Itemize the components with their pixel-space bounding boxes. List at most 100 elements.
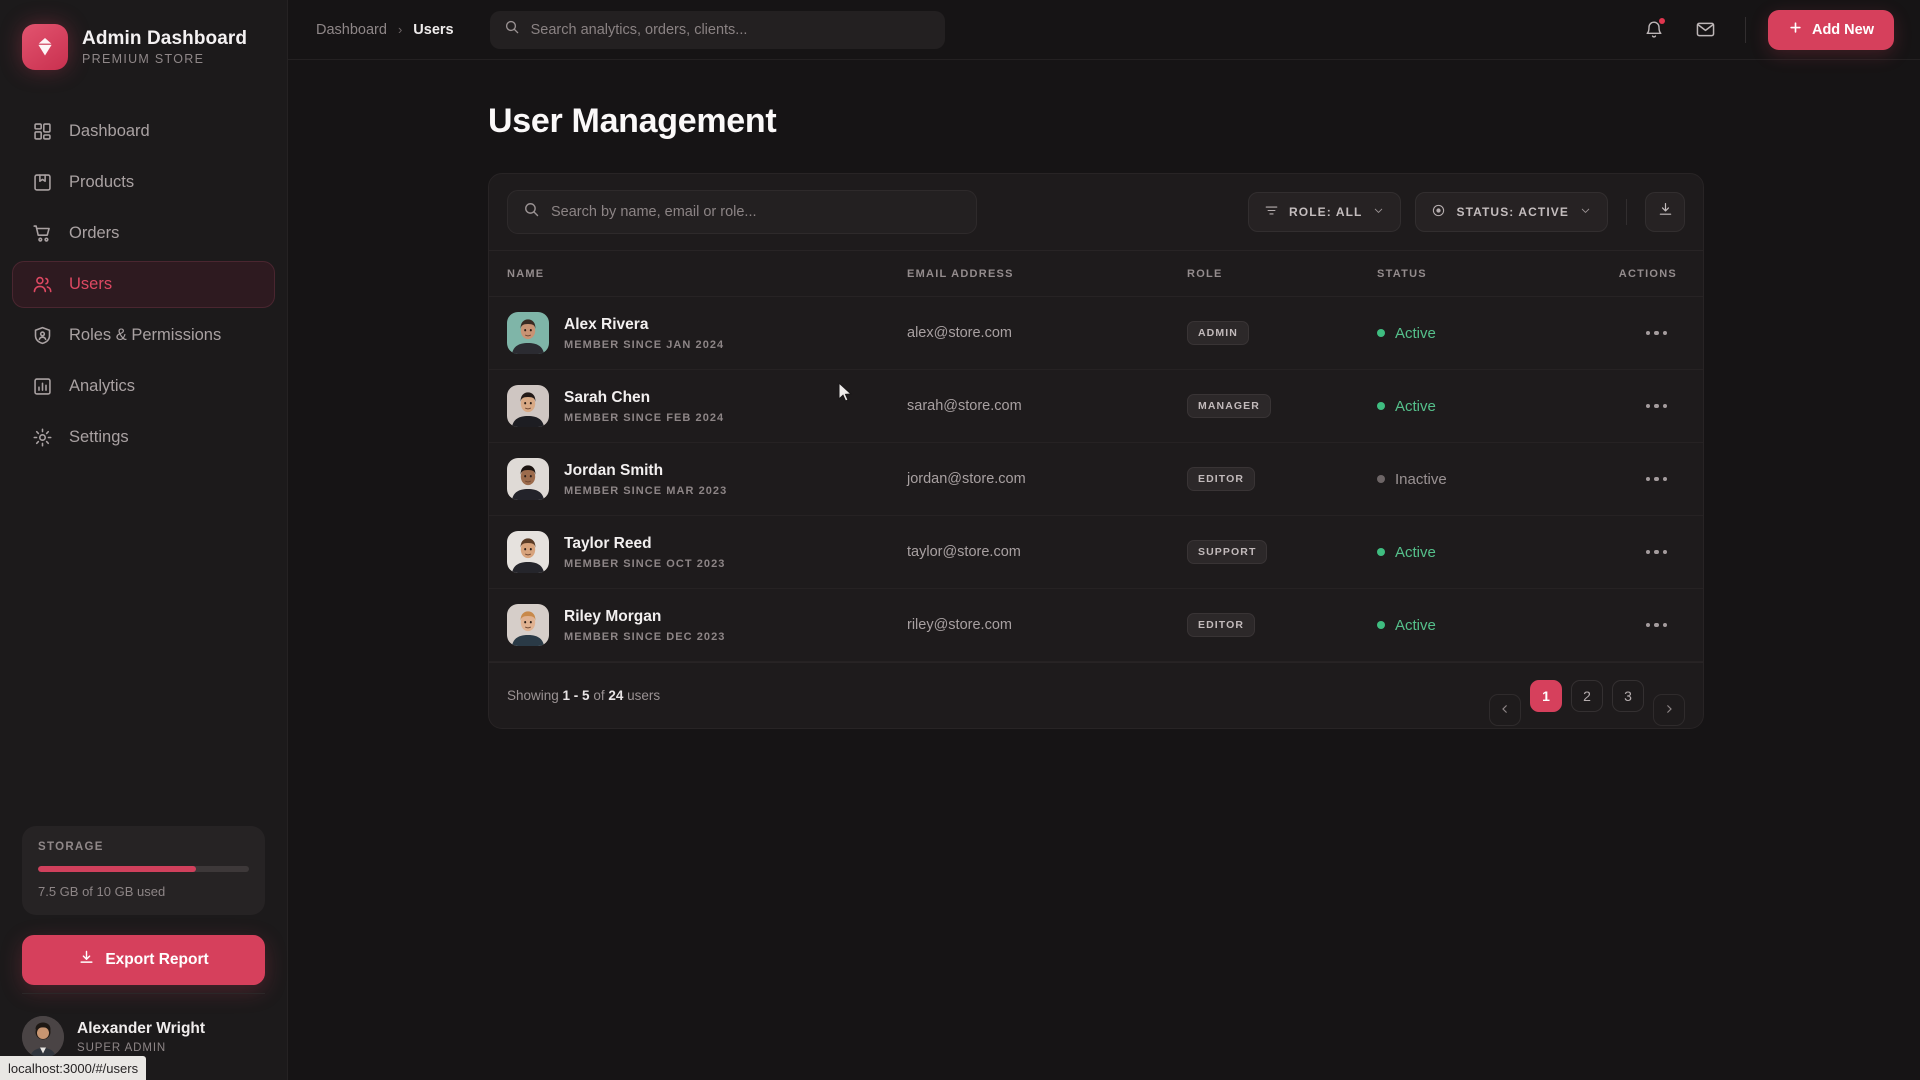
users-table: NAME EMAIL ADDRESS ROLE STATUS ACTIONS A… xyxy=(488,251,1704,663)
target-icon xyxy=(1431,203,1446,221)
global-search[interactable] xyxy=(489,10,945,49)
sidebar-item-label: Analytics xyxy=(69,377,136,395)
avatar xyxy=(507,312,549,354)
brand[interactable]: Admin Dashboard PREMIUM STORE xyxy=(0,0,287,80)
sidebar-item-analytics[interactable]: Analytics xyxy=(12,363,275,410)
role-badge: EDITOR xyxy=(1187,613,1256,637)
status-badge: Active xyxy=(1377,398,1607,415)
status-filter-label: STATUS: ACTIVE xyxy=(1456,205,1569,219)
row-actions-button[interactable] xyxy=(1607,622,1677,628)
page-title: User Management xyxy=(488,102,777,140)
sidebar-item-products[interactable]: Products xyxy=(12,159,275,206)
status-url: localhost:3000/#/users xyxy=(8,1060,139,1076)
storage-progress-track xyxy=(38,866,249,872)
plus-icon xyxy=(1788,20,1803,39)
table-row[interactable]: Taylor Reed MEMBER SINCE OCT 2023 taylor@s… xyxy=(489,516,1703,589)
status-dot-icon xyxy=(1377,475,1385,483)
pagination-next[interactable] xyxy=(1653,693,1685,726)
notification-badge xyxy=(1658,17,1665,24)
role-badge: MANAGER xyxy=(1187,394,1271,418)
showing-suffix: users xyxy=(623,688,661,703)
status-badge: Active xyxy=(1377,617,1607,634)
avatar xyxy=(507,531,549,573)
status-label: Active xyxy=(1395,324,1436,342)
sidebar-item-roles-permissions[interactable]: Roles & Permissions xyxy=(12,312,275,359)
export-report-button[interactable]: Export Report xyxy=(22,935,265,985)
user-member-since: MEMBER SINCE MAR 2023 xyxy=(564,484,728,497)
storage-card: STORAGE 7.5 GB of 10 GB used xyxy=(22,826,265,915)
status-label: Active xyxy=(1395,616,1436,634)
download-button[interactable] xyxy=(1645,192,1685,232)
sidebar-item-orders[interactable]: Orders xyxy=(12,210,275,257)
messages-button[interactable] xyxy=(1689,13,1723,47)
row-actions-button[interactable] xyxy=(1607,476,1677,482)
row-actions-button[interactable] xyxy=(1607,549,1677,555)
pagination-prev[interactable] xyxy=(1489,693,1521,726)
user-search[interactable] xyxy=(507,190,977,234)
column-header-actions: ACTIONS xyxy=(1618,267,1677,280)
brand-title: Admin Dashboard xyxy=(82,27,248,49)
content: User Management ROLE: ALL xyxy=(288,60,1920,1080)
mouse-cursor xyxy=(838,381,854,409)
breadcrumb-parent[interactable]: Dashboard xyxy=(316,21,387,38)
filter-bar: ROLE: ALL STATUS: ACTIVE xyxy=(488,173,1704,251)
pagination-page-1[interactable]: 1 xyxy=(1530,679,1562,712)
column-header-name: NAME xyxy=(507,267,545,280)
row-actions-button[interactable] xyxy=(1607,403,1677,409)
divider xyxy=(1626,199,1627,225)
sidebar-profile[interactable]: Alexander Wright SUPER ADMIN xyxy=(22,993,265,1080)
row-actions-button[interactable] xyxy=(1607,330,1677,336)
diamond-icon xyxy=(22,24,68,70)
notifications-button[interactable] xyxy=(1637,13,1671,47)
chevron-right-icon: › xyxy=(397,22,403,37)
add-new-button[interactable]: Add New xyxy=(1767,9,1894,50)
status-label: Active xyxy=(1395,397,1436,415)
user-member-since: MEMBER SINCE JAN 2024 xyxy=(564,338,725,351)
storage-progress-fill xyxy=(38,866,197,872)
topbar: Dashboard › Users Add New xyxy=(288,0,1920,60)
sidebar-item-label: Users xyxy=(69,275,113,293)
storage-usage-text: 7.5 GB of 10 GB used xyxy=(38,884,166,899)
cart-icon xyxy=(31,223,53,245)
status-dot-icon xyxy=(1377,402,1385,410)
pagination-page-2[interactable]: 2 xyxy=(1571,679,1603,712)
box-icon xyxy=(31,172,53,194)
pagination-page-3[interactable]: 3 xyxy=(1612,679,1644,712)
status-dot-icon xyxy=(1377,548,1385,556)
avatar xyxy=(507,385,549,427)
shield-user-icon xyxy=(31,325,53,347)
user-member-since: MEMBER SINCE DEC 2023 xyxy=(564,630,726,643)
table-row[interactable]: Sarah Chen MEMBER SINCE FEB 2024 sarah@sto… xyxy=(489,370,1703,443)
add-new-label: Add New xyxy=(1811,21,1874,38)
showing-count: Showing 1 - 5 of 24 users xyxy=(507,688,660,703)
sidebar-item-label: Dashboard xyxy=(69,122,150,140)
sidebar-item-dashboard[interactable]: Dashboard xyxy=(12,108,275,155)
status-badge: Active xyxy=(1377,325,1607,342)
sidebar-item-settings[interactable]: Settings xyxy=(12,414,275,461)
sidebar-item-label: Products xyxy=(69,173,135,191)
table-row[interactable]: Alex Rivera MEMBER SINCE JAN 2024 alex@sto… xyxy=(489,297,1703,370)
status-dot-icon xyxy=(1377,621,1385,629)
status-filter-dropdown[interactable]: STATUS: ACTIVE xyxy=(1415,192,1608,232)
search-icon xyxy=(523,201,540,223)
search-input[interactable] xyxy=(530,21,931,38)
breadcrumb-current: Users xyxy=(413,21,454,38)
status-label: Active xyxy=(1395,543,1436,561)
topbar-actions: Add New xyxy=(1637,9,1894,50)
storage-label: STORAGE xyxy=(38,841,104,853)
chevron-right-icon xyxy=(1663,702,1675,718)
user-search-input[interactable] xyxy=(551,204,961,220)
bar-chart-icon xyxy=(31,376,53,398)
user-name: Alex Rivera xyxy=(564,316,649,334)
sidebar: Admin Dashboard PREMIUM STORE Dashboard … xyxy=(0,0,288,1080)
table-body: Alex Rivera MEMBER SINCE JAN 2024 alex@sto… xyxy=(489,297,1703,662)
role-filter-dropdown[interactable]: ROLE: ALL xyxy=(1248,192,1402,232)
filter-icon xyxy=(1264,203,1279,221)
showing-range: 1 - 5 xyxy=(562,688,590,703)
user-member-since: MEMBER SINCE OCT 2023 xyxy=(564,557,726,570)
table-row[interactable]: Jordan Smith MEMBER SINCE MAR 2023 jordan@… xyxy=(489,443,1703,516)
table-row[interactable]: Riley Morgan MEMBER SINCE DEC 2023 riley@s… xyxy=(489,589,1703,662)
search-icon xyxy=(504,19,520,40)
user-email: sarah@store.com xyxy=(907,398,1022,414)
sidebar-item-users[interactable]: Users xyxy=(12,261,275,308)
